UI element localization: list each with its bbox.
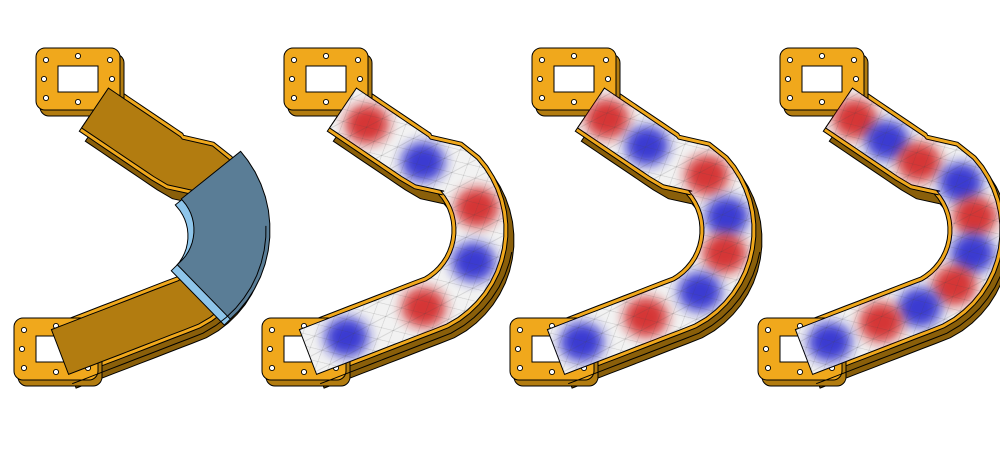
- bolt-hole: [300, 368, 308, 376]
- top-flange-port: [57, 65, 99, 93]
- bolt-hole: [40, 75, 48, 83]
- bolt-hole: [266, 345, 274, 353]
- mesh-overlay: [547, 88, 752, 375]
- bolt-hole: [850, 56, 858, 64]
- bolt-hole: [268, 364, 276, 372]
- bolt-hole: [570, 98, 578, 106]
- top-flange-port: [801, 65, 843, 93]
- bolt-hole: [42, 94, 50, 102]
- bolt-hole: [514, 345, 522, 353]
- bolt-hole: [356, 75, 364, 83]
- panel-mode-1: [261, 47, 515, 389]
- dielectric-insert: [176, 150, 271, 320]
- bolt-hole: [602, 56, 610, 64]
- bolt-hole: [786, 56, 794, 64]
- bolt-hole: [20, 326, 28, 334]
- bolt-hole: [852, 75, 860, 83]
- top-flange-port: [305, 65, 347, 93]
- cutaway-outline: [568, 251, 761, 385]
- bolt-hole: [108, 75, 116, 83]
- bolt-hole: [268, 326, 276, 334]
- panel-mode-2: [509, 47, 763, 389]
- bolt-hole: [18, 345, 26, 353]
- bolt-hole: [796, 368, 804, 376]
- bolt-hole: [538, 56, 546, 64]
- bolt-hole: [764, 326, 772, 334]
- cutaway-outline: [320, 251, 513, 385]
- mesh-overlay: [299, 88, 504, 375]
- bolt-hole: [786, 94, 794, 102]
- bolt-hole: [322, 52, 330, 60]
- bolt-hole: [52, 368, 60, 376]
- bolt-hole: [516, 364, 524, 372]
- field-pattern: [547, 88, 752, 375]
- cutaway-outline: [72, 225, 267, 385]
- top-flange-port: [553, 65, 595, 93]
- bolt-hole: [538, 94, 546, 102]
- bolt-hole: [288, 75, 296, 83]
- bolt-hole: [764, 364, 772, 372]
- panel-geometry: [13, 47, 271, 389]
- bolt-hole: [570, 52, 578, 60]
- bolt-hole: [762, 345, 770, 353]
- bolt-hole: [322, 98, 330, 106]
- bolt-hole: [818, 98, 826, 106]
- bolt-hole: [42, 56, 50, 64]
- field-pattern: [795, 88, 1000, 375]
- bolt-hole: [20, 364, 28, 372]
- bolt-hole: [74, 52, 82, 60]
- bolt-hole: [74, 98, 82, 106]
- panel-mode-3: [757, 47, 1000, 389]
- bolt-hole: [290, 94, 298, 102]
- bolt-hole: [536, 75, 544, 83]
- cutaway-outline: [816, 275, 1000, 385]
- bolt-hole: [354, 56, 362, 64]
- bolt-hole: [784, 75, 792, 83]
- bolt-hole: [516, 326, 524, 334]
- bolt-hole: [106, 56, 114, 64]
- field-pattern: [299, 88, 504, 375]
- bolt-hole: [290, 56, 298, 64]
- bolt-hole: [604, 75, 612, 83]
- bolt-hole: [548, 368, 556, 376]
- mesh-overlay: [795, 88, 1000, 375]
- bolt-hole: [818, 52, 826, 60]
